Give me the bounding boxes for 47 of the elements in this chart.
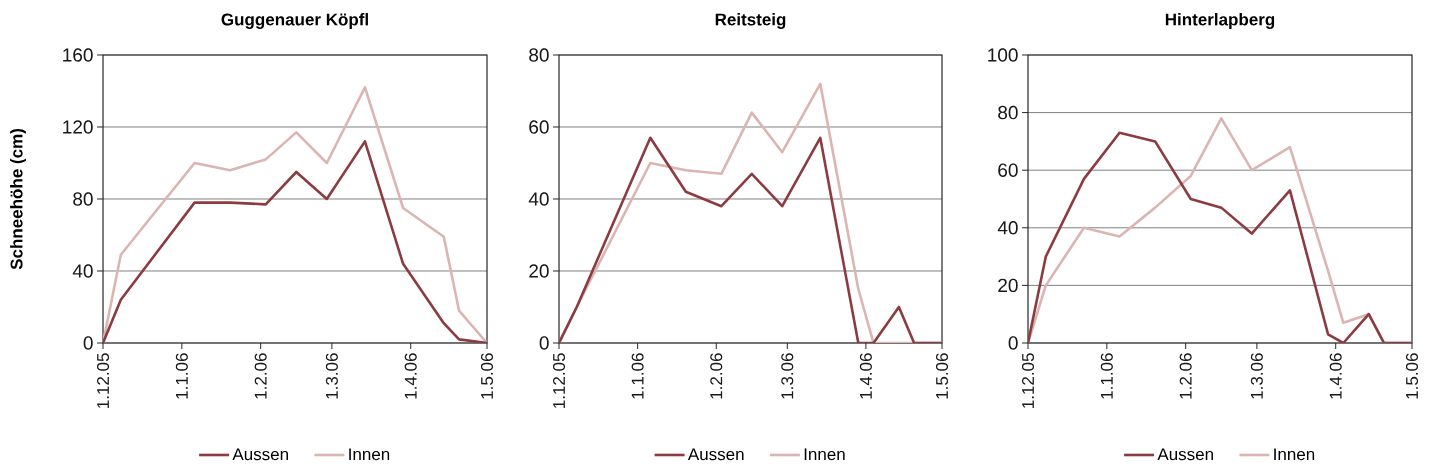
- legend-label: Aussen: [687, 448, 744, 461]
- x-tick-label: 1.5.06: [1405, 353, 1419, 399]
- y-tick-label: 0: [539, 336, 549, 350]
- y-tick-label: 100: [988, 48, 1018, 62]
- x-tick-label: 1.2.06: [254, 353, 267, 399]
- legend-label: Aussen: [232, 448, 288, 461]
- legend-label: Aussen: [1157, 448, 1213, 461]
- y-axis-title: Schneehöhe (cm): [10, 129, 26, 270]
- x-tick-label: 1.5.06: [480, 353, 494, 399]
- y-tick-label: 40: [72, 264, 93, 278]
- legend-label: Innen: [1274, 448, 1315, 461]
- line-series: [103, 86, 488, 343]
- legend-label: Innen: [349, 448, 390, 461]
- legend-label: Innen: [804, 448, 845, 461]
- x-tick-label: 1.4.06: [404, 353, 417, 399]
- y-tick-label: 80: [529, 48, 549, 62]
- x-tick-label: 1.2.06: [710, 353, 723, 399]
- x-tick-label: 1.1.06: [631, 353, 644, 399]
- x-tick-label: 1.5.06: [935, 353, 949, 399]
- chart-title: Hinterlapberg: [1165, 13, 1275, 29]
- y-tick-label: 60: [998, 163, 1018, 177]
- x-tick-label: 1.2.06: [1179, 353, 1192, 399]
- y-tick-label: 40: [997, 221, 1018, 235]
- chart-title: Reitsteig: [715, 13, 786, 29]
- x-tick-label: 1.1.06: [1100, 353, 1113, 399]
- y-tick-label: 0: [1008, 336, 1018, 350]
- line-series: [103, 140, 488, 343]
- x-tick-label: 1.3.06: [781, 353, 794, 399]
- chart-title: Guggenauer Köpfl: [221, 13, 368, 29]
- x-tick-label: 1.1.06: [175, 353, 188, 399]
- y-tick-label: 20: [998, 278, 1018, 293]
- x-tick-label: 1.4.06: [1329, 353, 1342, 399]
- y-tick-label: 80: [998, 105, 1018, 120]
- line-series: [559, 136, 943, 343]
- y-tick-label: 120: [63, 120, 93, 134]
- y-tick-label: 80: [73, 192, 93, 206]
- x-tick-label: 1.12.05: [97, 353, 110, 408]
- y-tick-label: 20: [529, 264, 549, 278]
- x-tick-label: 1.3.06: [1250, 353, 1263, 399]
- x-tick-label: 1.4.06: [859, 353, 872, 399]
- x-tick-label: 1.12.05: [552, 353, 566, 408]
- x-tick-label: 1.3.06: [325, 353, 338, 399]
- x-tick-label: 1.12.05: [1021, 353, 1035, 408]
- y-tick-label: 0: [83, 336, 93, 350]
- y-tick-label: 60: [529, 120, 549, 134]
- y-tick-label: 40: [528, 192, 549, 206]
- y-tick-label: 160: [63, 48, 93, 62]
